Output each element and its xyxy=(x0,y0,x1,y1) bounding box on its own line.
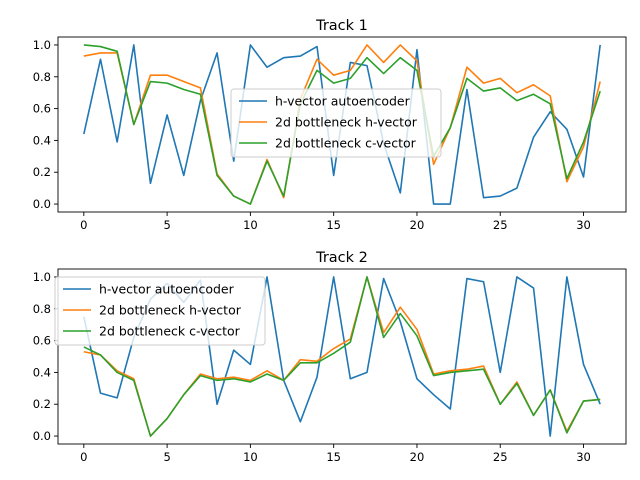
y-tick-label: 1.0 xyxy=(33,270,51,284)
legend: h-vector autoencoder 2d bottleneck h-vect… xyxy=(54,276,266,346)
y-tick-label: 0.8 xyxy=(33,70,51,84)
x-tick-label: 25 xyxy=(493,218,508,232)
x-tick-label: 15 xyxy=(326,218,341,232)
y-tick-label: 0.0 xyxy=(33,197,51,211)
x-tick-label: 30 xyxy=(576,450,591,464)
y-tick-label: 0.4 xyxy=(33,365,51,379)
x-tick-label: 15 xyxy=(326,450,341,464)
series-line-3 xyxy=(83,276,601,437)
series-line-3 xyxy=(83,44,601,205)
legend: h-vector autoencoder 2d bottleneck h-vect… xyxy=(230,88,442,158)
x-tick-label: 0 xyxy=(80,218,87,232)
axes-frame xyxy=(57,268,627,445)
series-line-2 xyxy=(83,44,601,205)
legend-label-1: h-vector autoencoder xyxy=(99,282,235,297)
x-tick-label: 10 xyxy=(243,218,258,232)
x-tick-label: 20 xyxy=(410,218,425,232)
y-tick-label: 0.0 xyxy=(33,429,51,443)
legend-label-1: h-vector autoencoder xyxy=(275,94,411,109)
x-tick-label: 10 xyxy=(243,450,258,464)
legend-box xyxy=(54,276,266,346)
x-tick-label: 0 xyxy=(80,450,87,464)
y-tick-label: 0.2 xyxy=(33,165,51,179)
x-tick-label: 30 xyxy=(576,218,591,232)
chart-track-2: Track 20 5 10 15 20 25 300.00.20.40.60.81.0h-v… xyxy=(33,250,627,464)
y-tick-label: 0.6 xyxy=(33,334,51,348)
y-tick-label: 0.2 xyxy=(33,397,51,411)
legend-label-2: 2d bottleneck h-vector xyxy=(275,115,418,130)
y-tick-label: 0.8 xyxy=(33,302,51,316)
y-tick-label: 1.0 xyxy=(33,38,51,52)
legend-label-2: 2d bottleneck h-vector xyxy=(99,303,242,318)
x-tick-label: 20 xyxy=(410,450,425,464)
x-tick-label: 25 xyxy=(493,450,508,464)
chart-track-1: Track 1 0 5 10 15 20 25 30 0.0 0.2 0.4 0.6 0.8 1.0 h-v… xyxy=(33,18,627,232)
y-tick-label: 0.6 xyxy=(33,102,51,116)
legend-box xyxy=(230,88,442,158)
x-tick-label: 5 xyxy=(163,450,170,464)
x-tick-label: 5 xyxy=(163,218,170,232)
chart-title: Track 1 xyxy=(315,18,368,34)
y-tick-label: 0.4 xyxy=(33,133,51,147)
legend-label-3: 2d bottleneck c-vector xyxy=(99,324,241,339)
legend-label-3: 2d bottleneck c-vector xyxy=(275,136,417,151)
axes-frame xyxy=(57,36,627,213)
chart-title: Track 2 xyxy=(315,250,368,266)
